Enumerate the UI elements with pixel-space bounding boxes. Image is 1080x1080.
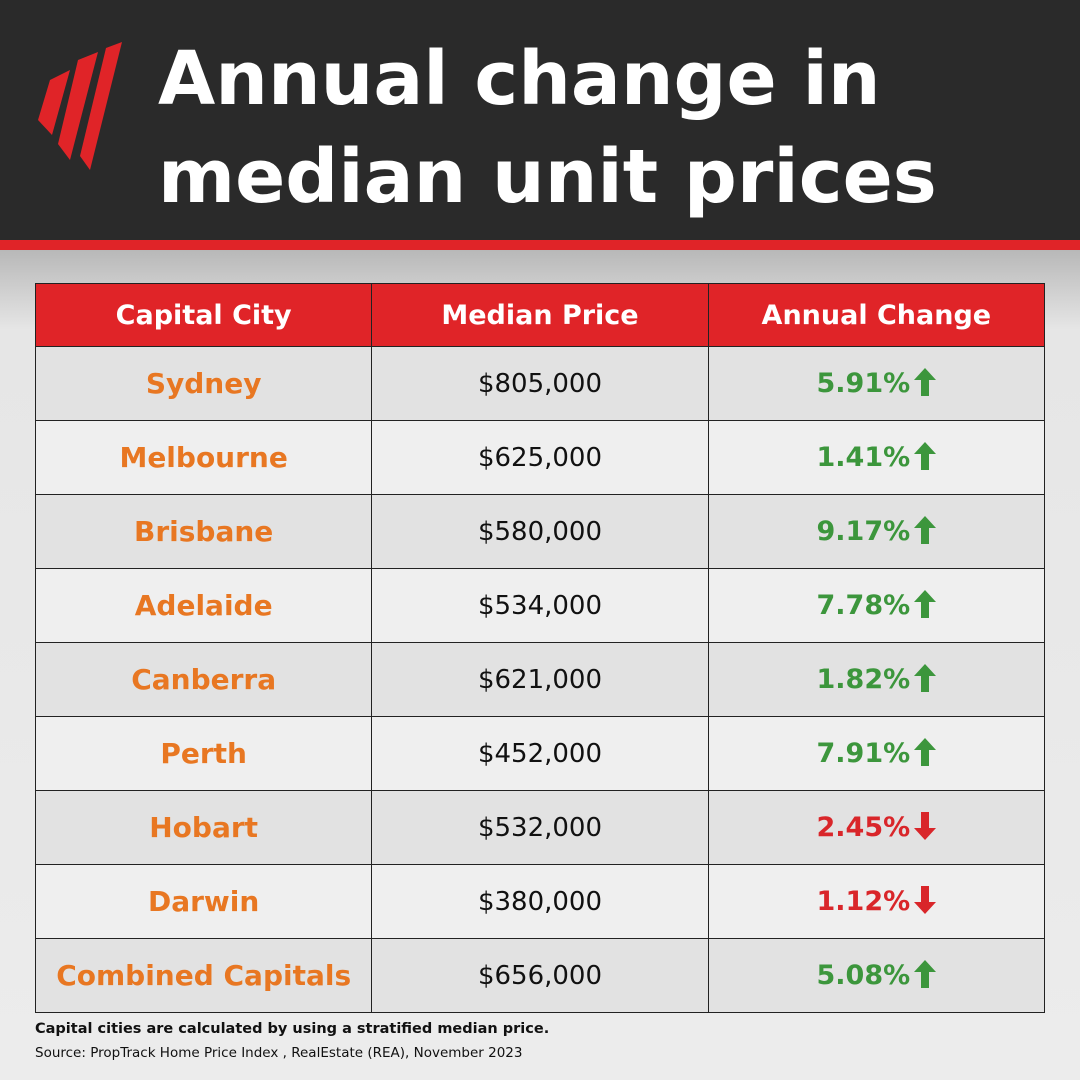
change-value: 1.12% [816, 886, 911, 917]
arrow-up [914, 590, 937, 618]
change-value: 7.78% [816, 590, 911, 621]
city-cell: Hobart [34, 790, 373, 865]
table-row: Perth $452,000 7.91% [34, 716, 1046, 791]
change-cell: 7.91% [707, 716, 1046, 791]
table-row: Hobart $532,000 2.45% [34, 790, 1046, 865]
column-header: Median Price [371, 283, 709, 347]
change-cell: 2.45% [707, 790, 1046, 865]
title: Annual change in median unit prices [158, 30, 937, 226]
table-row: Sydney $805,000 5.91% [34, 346, 1046, 421]
arrow-up [914, 664, 937, 692]
price-cell: $580,000 [371, 494, 709, 569]
change-cell: 9.17% [707, 494, 1046, 569]
change-cell: 1.12% [707, 864, 1046, 939]
city-cell: Combined Capitals [34, 938, 373, 1013]
change-cell: 1.41% [707, 420, 1046, 495]
arrow-down [914, 812, 937, 840]
arrow-up [914, 960, 937, 988]
city-cell: Perth [34, 716, 373, 791]
change-value: 7.91% [816, 738, 911, 769]
table-row: Canberra $621,000 1.82% [34, 642, 1046, 717]
footnote: Capital cities are calculated by using a… [35, 1021, 550, 1037]
column-header: Capital City [34, 283, 373, 347]
change-value: 9.17% [816, 516, 911, 547]
city-cell: Adelaide [34, 568, 373, 643]
header-band [0, 0, 1080, 240]
table-row: Melbourne $625,000 1.41% [34, 420, 1046, 495]
city-cell: Melbourne [34, 420, 373, 495]
price-cell: $656,000 [371, 938, 709, 1013]
change-value: 5.08% [816, 960, 911, 991]
arrow-up [914, 738, 937, 766]
price-cell: $534,000 [371, 568, 709, 643]
arrow-up [914, 368, 937, 396]
arrow-up [914, 516, 937, 544]
change-cell: 5.08% [707, 938, 1046, 1013]
price-cell: $805,000 [371, 346, 709, 421]
arrow-down [914, 886, 937, 914]
header-stripe [0, 240, 1080, 250]
header-row: Capital City Median Price Annual Change [34, 283, 1046, 347]
city-cell: Darwin [34, 864, 373, 939]
arrow-up [914, 442, 937, 470]
table-row: Combined Capitals $656,000 5.08% [34, 938, 1046, 1013]
change-cell: 5.91% [707, 346, 1046, 421]
source: Source: PropTrack Home Price Index , Rea… [35, 1045, 523, 1061]
change-value: 1.41% [816, 442, 911, 473]
price-cell: $380,000 [371, 864, 709, 939]
price-cell: $532,000 [371, 790, 709, 865]
price-table: Capital City Median Price Annual Change Sy… [34, 283, 1046, 1013]
price-cell: $452,000 [371, 716, 709, 791]
table-row: Darwin $380,000 1.12% [34, 864, 1046, 939]
title-line: median unit prices [158, 134, 937, 220]
change-cell: 7.78% [707, 568, 1046, 643]
price-cell: $621,000 [371, 642, 709, 717]
column-header: Annual Change [707, 283, 1046, 347]
city-cell: Brisbane [34, 494, 373, 569]
change-cell: 1.82% [707, 642, 1046, 717]
title-line: Annual change in [158, 36, 881, 122]
price-cell: $625,000 [371, 420, 709, 495]
change-value: 5.91% [816, 368, 911, 399]
table-row: Brisbane $580,000 9.17% [34, 494, 1046, 569]
table-row: Adelaide $534,000 7.78% [34, 568, 1046, 643]
logo [38, 42, 122, 170]
change-value: 2.45% [816, 812, 911, 843]
change-value: 1.82% [816, 664, 911, 695]
city-cell: Canberra [34, 642, 373, 717]
city-cell: Sydney [34, 346, 373, 421]
